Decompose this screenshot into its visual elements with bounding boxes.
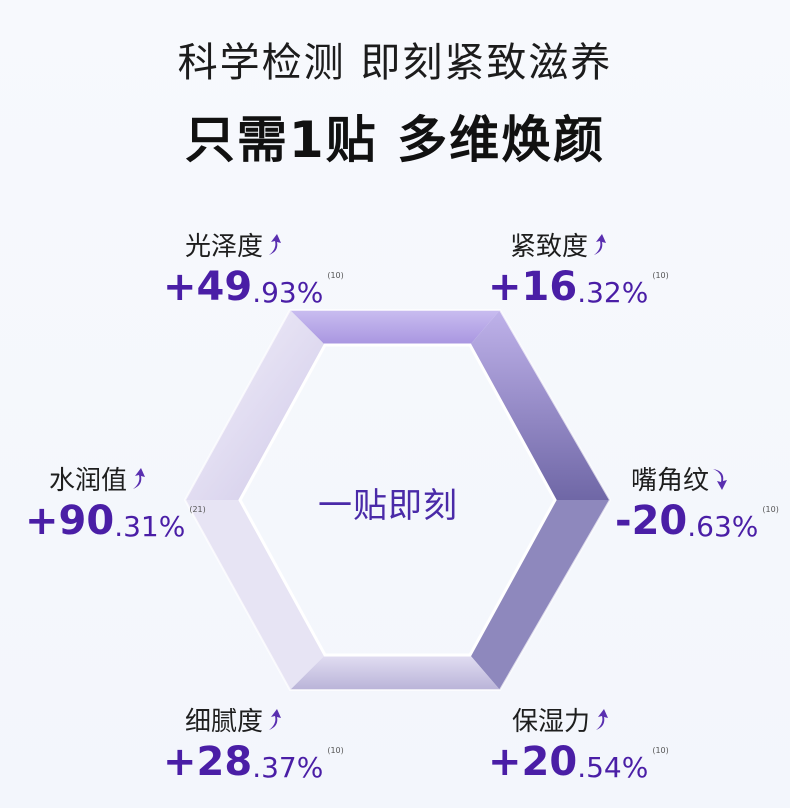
stat-value-decimal: .54% <box>577 751 649 784</box>
stat-value-decimal: .31% <box>114 510 186 543</box>
hex-face-lower-right <box>470 500 610 690</box>
stat-mouth-lines: 嘴角纹 -20.63% (10) <box>615 460 779 543</box>
hex-face-upper-right <box>470 310 610 500</box>
stat-value-decimal: .37% <box>252 751 324 784</box>
stat-value-whole: +20 <box>488 739 578 785</box>
arrow-up-icon <box>133 467 146 489</box>
stat-label: 细腻度 <box>185 707 264 737</box>
stat-label-row: 保湿力 <box>488 701 669 738</box>
center-text: 一贴即刻 <box>318 486 458 526</box>
hex-face-lower-left <box>185 500 325 690</box>
stat-gloss: 光泽度 +49.93% (10) <box>163 226 344 309</box>
stat-label: 光泽度 <box>185 232 264 262</box>
stat-label: 保湿力 <box>512 707 591 737</box>
stat-label-row: 光泽度 <box>163 226 344 263</box>
stat-label: 水润值 <box>49 466 128 496</box>
stat-value: +20.54% (10) <box>488 740 669 784</box>
stat-value-whole: -20 <box>615 498 688 544</box>
stat-label-row: 嘴角纹 <box>615 460 779 497</box>
stat-reference: (10) <box>652 746 669 755</box>
stat-value: +28.37% (10) <box>163 740 344 784</box>
hex-outer-edge <box>183 309 612 691</box>
stat-value-decimal: .93% <box>252 276 324 309</box>
arrow-down-icon <box>713 468 728 490</box>
stat-reference: (10) <box>762 505 779 514</box>
hex-face-upper-left <box>185 310 325 500</box>
stat-value-whole: +49 <box>163 264 253 310</box>
stat-moisture-retention: 保湿力 +20.54% (10) <box>488 701 669 784</box>
stat-label-row: 水润值 <box>25 460 206 497</box>
stat-firmness: 紧致度 +16.32% (10) <box>488 226 669 309</box>
stat-label-row: 细腻度 <box>163 701 344 738</box>
stat-reference: (10) <box>652 271 669 280</box>
stat-value-whole: +16 <box>488 264 578 310</box>
stat-smoothness: 细腻度 +28.37% (10) <box>163 701 344 784</box>
hex-face-top <box>290 310 500 345</box>
stat-value: +49.93% (10) <box>163 265 344 309</box>
hex-inner-edge <box>238 343 557 657</box>
arrow-up-icon <box>269 233 282 255</box>
headline: 科学检测 即刻紧致滋养 <box>177 40 613 86</box>
stat-reference: (10) <box>327 746 344 755</box>
arrow-up-icon <box>594 233 607 255</box>
stat-label: 嘴角纹 <box>631 466 710 496</box>
stat-value-decimal: .63% <box>687 510 759 543</box>
stat-reference: (21) <box>189 505 206 514</box>
stat-hydration: 水润值 +90.31% (21) <box>25 460 206 543</box>
stat-label: 紧致度 <box>510 232 589 262</box>
arrow-up-icon <box>269 708 282 730</box>
stat-value-whole: +90 <box>25 498 115 544</box>
subheadline: 只需1贴 多维焕颜 <box>184 111 606 169</box>
arrow-up-icon <box>596 708 609 730</box>
stat-value: +90.31% (21) <box>25 499 206 543</box>
stat-value-whole: +28 <box>163 739 253 785</box>
stat-value: -20.63% (10) <box>615 499 779 543</box>
stat-reference: (10) <box>327 271 344 280</box>
hex-face-bottom <box>290 655 500 690</box>
stat-label-row: 紧致度 <box>488 226 669 263</box>
stat-value: +16.32% (10) <box>488 265 669 309</box>
stat-value-decimal: .32% <box>577 276 649 309</box>
